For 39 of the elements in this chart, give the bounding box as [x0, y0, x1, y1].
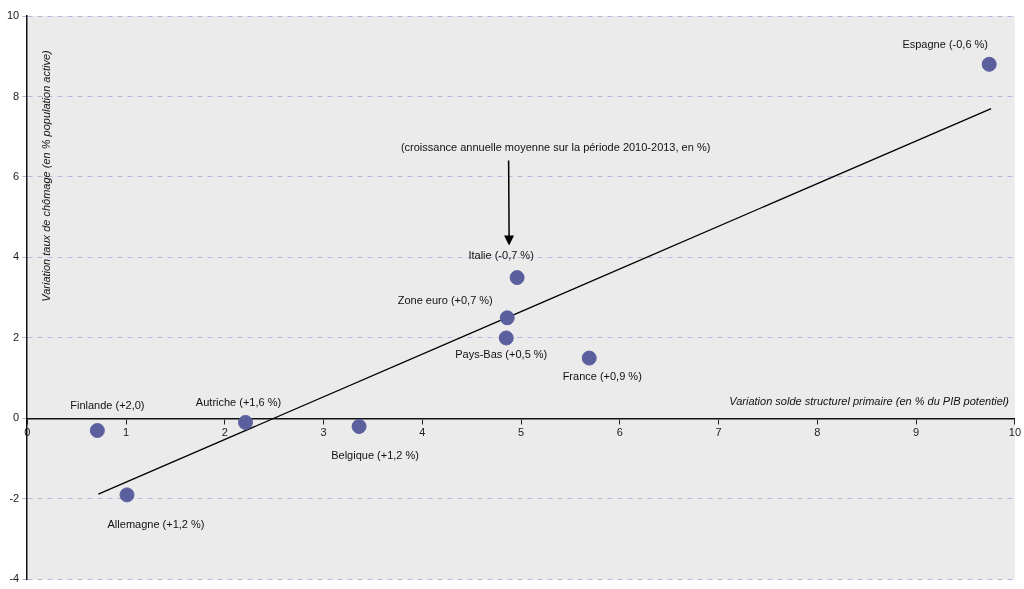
annotation: France (+0,9 %) [562, 370, 642, 383]
annotation: Finlande (+2,0) [70, 398, 145, 411]
y-tick-label: -2 [9, 491, 20, 504]
y-tick-label: 0 [13, 411, 20, 424]
point [499, 310, 515, 326]
point [509, 270, 525, 286]
x-tick-label: 7 [715, 426, 722, 439]
point [351, 418, 367, 434]
annotation: Espagne (-0,6 %) [902, 38, 989, 51]
y-tick-label: 4 [13, 250, 20, 263]
point [981, 56, 997, 72]
annotation: (croissance annuelle moyenne sur la période 2010-2013, en %) [400, 141, 711, 154]
annotation: Italie (-0,7 %) [468, 248, 534, 261]
y-tick-label: 10 [6, 9, 20, 22]
annotation: Belgique (+1,2 %) [331, 448, 419, 461]
y-tick-label: -4 [9, 572, 20, 585]
x-tick-label: 2 [221, 426, 228, 439]
annotation: Autriche (+1,6 %) [195, 396, 282, 409]
x-axis-title: Variation solde structurel primaire (en % du PIB potentiel) [729, 395, 1010, 408]
annotation: Allemagne (+1,2 %) [107, 517, 205, 530]
point [89, 423, 105, 438]
annotation: Pays-Bas (+0,5 %) [455, 347, 548, 360]
x-tick-label: 3 [320, 426, 327, 439]
point [498, 330, 514, 346]
y-tick-label: 2 [13, 330, 20, 343]
y-tick-label: 8 [13, 89, 20, 102]
x-tick-label: 4 [419, 426, 426, 439]
point [119, 487, 135, 503]
x-tick-label: 1 [122, 426, 130, 439]
x-tick-label: 10 [1008, 426, 1022, 439]
x-tick-label: 9 [913, 426, 920, 439]
x-tick-label: 5 [518, 426, 525, 439]
annotation: Zone euro (+0,7 %) [397, 293, 493, 306]
y-axis-title: Variation taux de chômage (en % population active) [40, 49, 53, 302]
x-tick-label: 8 [814, 426, 821, 439]
y-tick-label: 6 [13, 170, 20, 182]
x-tick-label: 6 [616, 426, 623, 439]
point [238, 414, 254, 430]
point [581, 350, 597, 366]
